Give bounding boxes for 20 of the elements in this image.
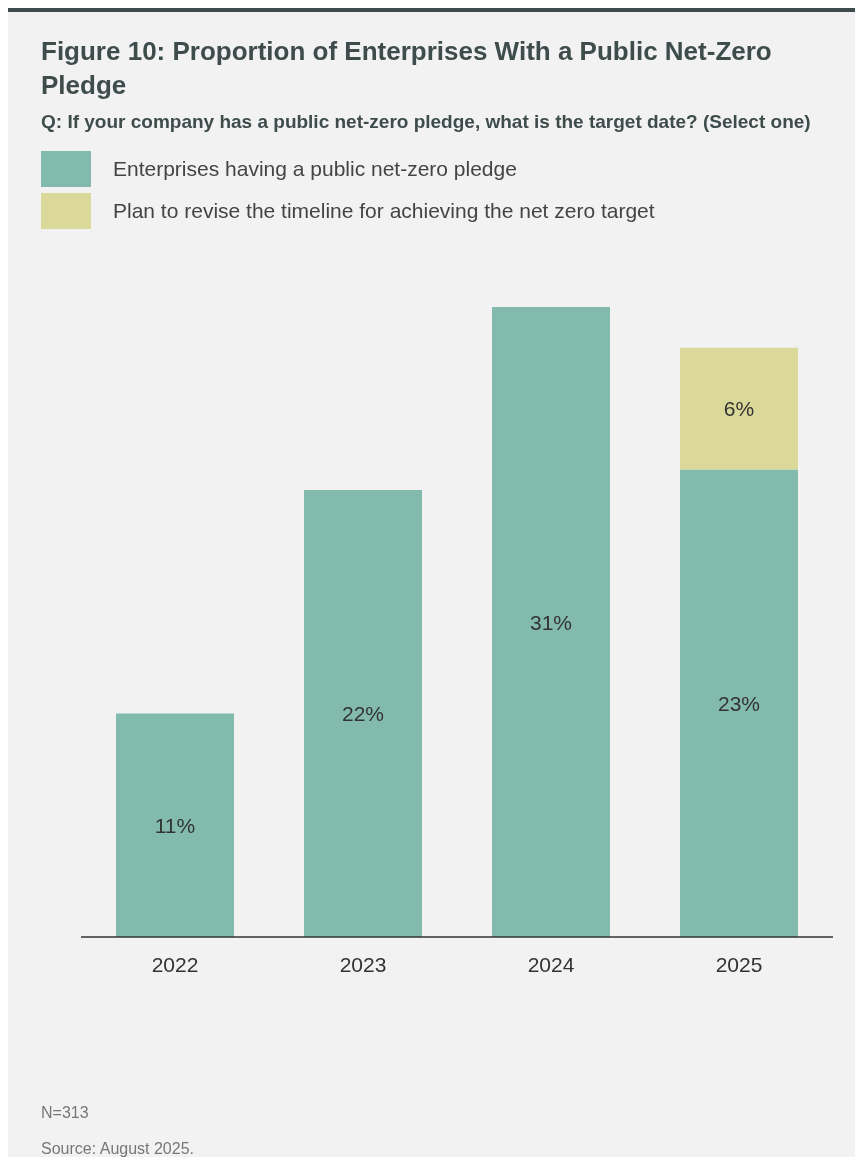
- bar: [116, 713, 234, 937]
- chart-subtitle: Q: If your company has a public net-zero pledge, what is the target date? (Select one): [41, 110, 812, 134]
- data-label: 22%: [341, 701, 385, 725]
- x-tick-label: 2023: [339, 952, 387, 976]
- legend-label: Plan to revise the timeline for achieving the net zero target: [113, 199, 655, 223]
- bar: [304, 489, 422, 937]
- data-label: 11%: [154, 813, 196, 837]
- legend-label: Enterprises having a public net-zero pledge: [113, 157, 517, 181]
- bar: [680, 347, 798, 470]
- data-label: 23%: [717, 691, 761, 715]
- data-label: 6%: [723, 397, 755, 421]
- x-tick-label: 2022: [151, 952, 199, 976]
- data-label: 31%: [529, 610, 573, 634]
- x-tick-label: 2025: [715, 952, 763, 976]
- x-tick-label: 2024: [527, 952, 575, 976]
- bar: [492, 307, 610, 937]
- chart-title: Figure 10: Proportion of Enterprises With a Public Net-Zero Pledge: [41, 35, 773, 102]
- bar: [680, 469, 798, 937]
- text: N=313: [41, 1104, 90, 1122]
- source-note: Source: August 2025.: [41, 1140, 194, 1158]
